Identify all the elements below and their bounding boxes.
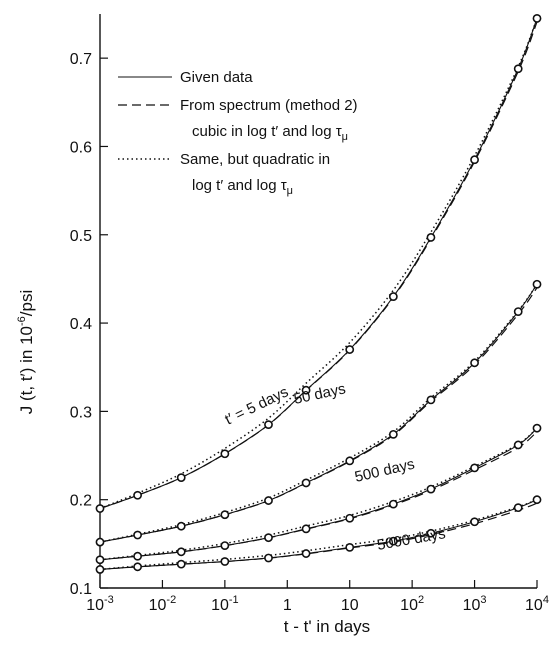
series-0-data-point	[345, 345, 355, 354]
x-tick-label: 10	[341, 597, 359, 614]
series-1-data-point	[133, 530, 142, 540]
series-3-data-point	[513, 503, 523, 513]
series-3-data-point	[470, 517, 479, 527]
curve-label-5-days: t′ = 5 days	[222, 383, 291, 428]
series-3-data-point	[176, 559, 186, 569]
series-3-data-point	[532, 495, 542, 505]
y-tick-label: 0.6	[70, 139, 92, 156]
series-3-data-point	[133, 562, 142, 572]
curve-labels: t′ = 5 days 50 days 500 days 5000 days	[222, 380, 447, 554]
series-0-data-point	[388, 292, 398, 301]
legend-entry-quadratic-line2: log t′ and log τμ	[192, 177, 293, 197]
series-0-cubic-fit-line	[99, 21, 538, 510]
series-0-quadratic-fit-line	[99, 18, 538, 510]
curve-label-500-days: 500 days	[353, 456, 416, 486]
series-2-data-point	[176, 547, 186, 557]
x-tick-label: 102	[400, 594, 424, 614]
series-3-data-point	[388, 536, 398, 546]
legend-entry-spectrum-line2: cubic in log t′ and log τμ	[192, 123, 348, 143]
y-axis-label: J (t, t′) in 10-6/psi	[16, 290, 36, 414]
y-tick-label: 0.7	[70, 51, 92, 68]
series-1-data-point	[513, 307, 523, 316]
series-3-data-point	[95, 565, 105, 574]
series-1-quadratic-fit-line	[99, 283, 538, 543]
series-0-data-point	[470, 155, 479, 165]
series-1-data-point	[470, 358, 479, 368]
series-3-quadratic-fit-line	[99, 498, 538, 571]
series-2-data-point	[470, 463, 479, 473]
series-2-data-point	[513, 440, 523, 450]
x-tick-label: 103	[463, 594, 487, 614]
series-2-data-point	[264, 533, 273, 543]
series-0-data-point	[264, 420, 273, 430]
curve-label-5000-days: 5000 days	[376, 525, 447, 554]
series-3-data-point	[264, 553, 273, 563]
series-3-data-point	[426, 528, 436, 538]
series-3-data-point	[220, 557, 230, 566]
legend-entry-quadratic-line1: Same, but quadratic in	[180, 151, 330, 168]
series-1-data-point	[426, 395, 436, 405]
series-1-data-point	[95, 537, 105, 547]
series-0-data-point	[176, 473, 186, 483]
series-2-data-point	[532, 423, 542, 433]
series-0-data-point	[301, 385, 311, 395]
series-1-data-point	[264, 496, 273, 505]
y-tick-label: 0.2	[70, 493, 92, 510]
x-tick-label: 10-1	[211, 594, 239, 614]
x-tick-label: 10-2	[149, 594, 177, 614]
series-1-data-point	[532, 279, 542, 289]
series-1-data-point	[220, 510, 230, 520]
plot-frame	[99, 14, 537, 589]
series-2-data-point	[301, 524, 311, 534]
series-2-given-data-line	[99, 427, 538, 561]
series-2-data-point	[388, 499, 398, 509]
x-axis-ticks: 10-3 10-2 10-1 1 10 102 103 104	[86, 580, 549, 614]
series-0-data-point	[532, 14, 542, 23]
series-2-data-point	[426, 484, 436, 494]
legend-entry-spectrum-line1: From spectrum (method 2)	[180, 97, 358, 114]
y-tick-label: 0.4	[70, 316, 92, 333]
series-3-given-data-line	[99, 499, 538, 571]
series-0-given-data-line	[99, 18, 538, 510]
series-0-data-point	[513, 64, 523, 74]
series-2-data-point	[95, 555, 105, 565]
y-tick-label: 0.3	[70, 404, 92, 421]
legend: Given data From spectrum (method 2) cubi…	[118, 69, 358, 197]
series-2-quadratic-fit-line	[99, 427, 538, 561]
series-2-data-point	[345, 513, 355, 523]
series-1-data-point	[176, 521, 186, 531]
series-0-data-point	[426, 233, 436, 242]
series-0-data-point	[133, 490, 142, 500]
y-tick-label: 0.5	[70, 228, 92, 245]
series-3-data-point	[301, 549, 311, 558]
series-1-given-data-line	[99, 283, 538, 543]
series-3-data-point	[345, 542, 355, 552]
series-3-cubic-fit-line	[99, 502, 538, 571]
series-1-data-point	[301, 478, 311, 488]
x-axis-label: t - t' in days	[284, 617, 370, 636]
x-tick-label: 1	[283, 597, 292, 614]
x-tick-label: 10-3	[86, 594, 114, 614]
series-2-data-point	[220, 541, 230, 551]
legend-entry-given-data: Given data	[180, 69, 253, 86]
series-0-data-point	[95, 504, 105, 513]
y-tick-label: 0.1	[70, 581, 92, 598]
series-1-data-point	[388, 429, 398, 439]
series-0-data-point	[220, 449, 230, 459]
x-tick-label: 104	[525, 594, 549, 614]
series-1-data-point	[345, 456, 355, 466]
series-1-cubic-fit-line	[99, 287, 538, 543]
y-axis-ticks: 0.1 0.2 0.3 0.4 0.5 0.6 0.7	[70, 51, 108, 598]
curve-label-50-days: 50 days	[292, 380, 347, 408]
series-2-data-point	[133, 551, 142, 561]
series-2-cubic-fit-line	[99, 431, 538, 561]
data-point-markers	[95, 14, 542, 574]
